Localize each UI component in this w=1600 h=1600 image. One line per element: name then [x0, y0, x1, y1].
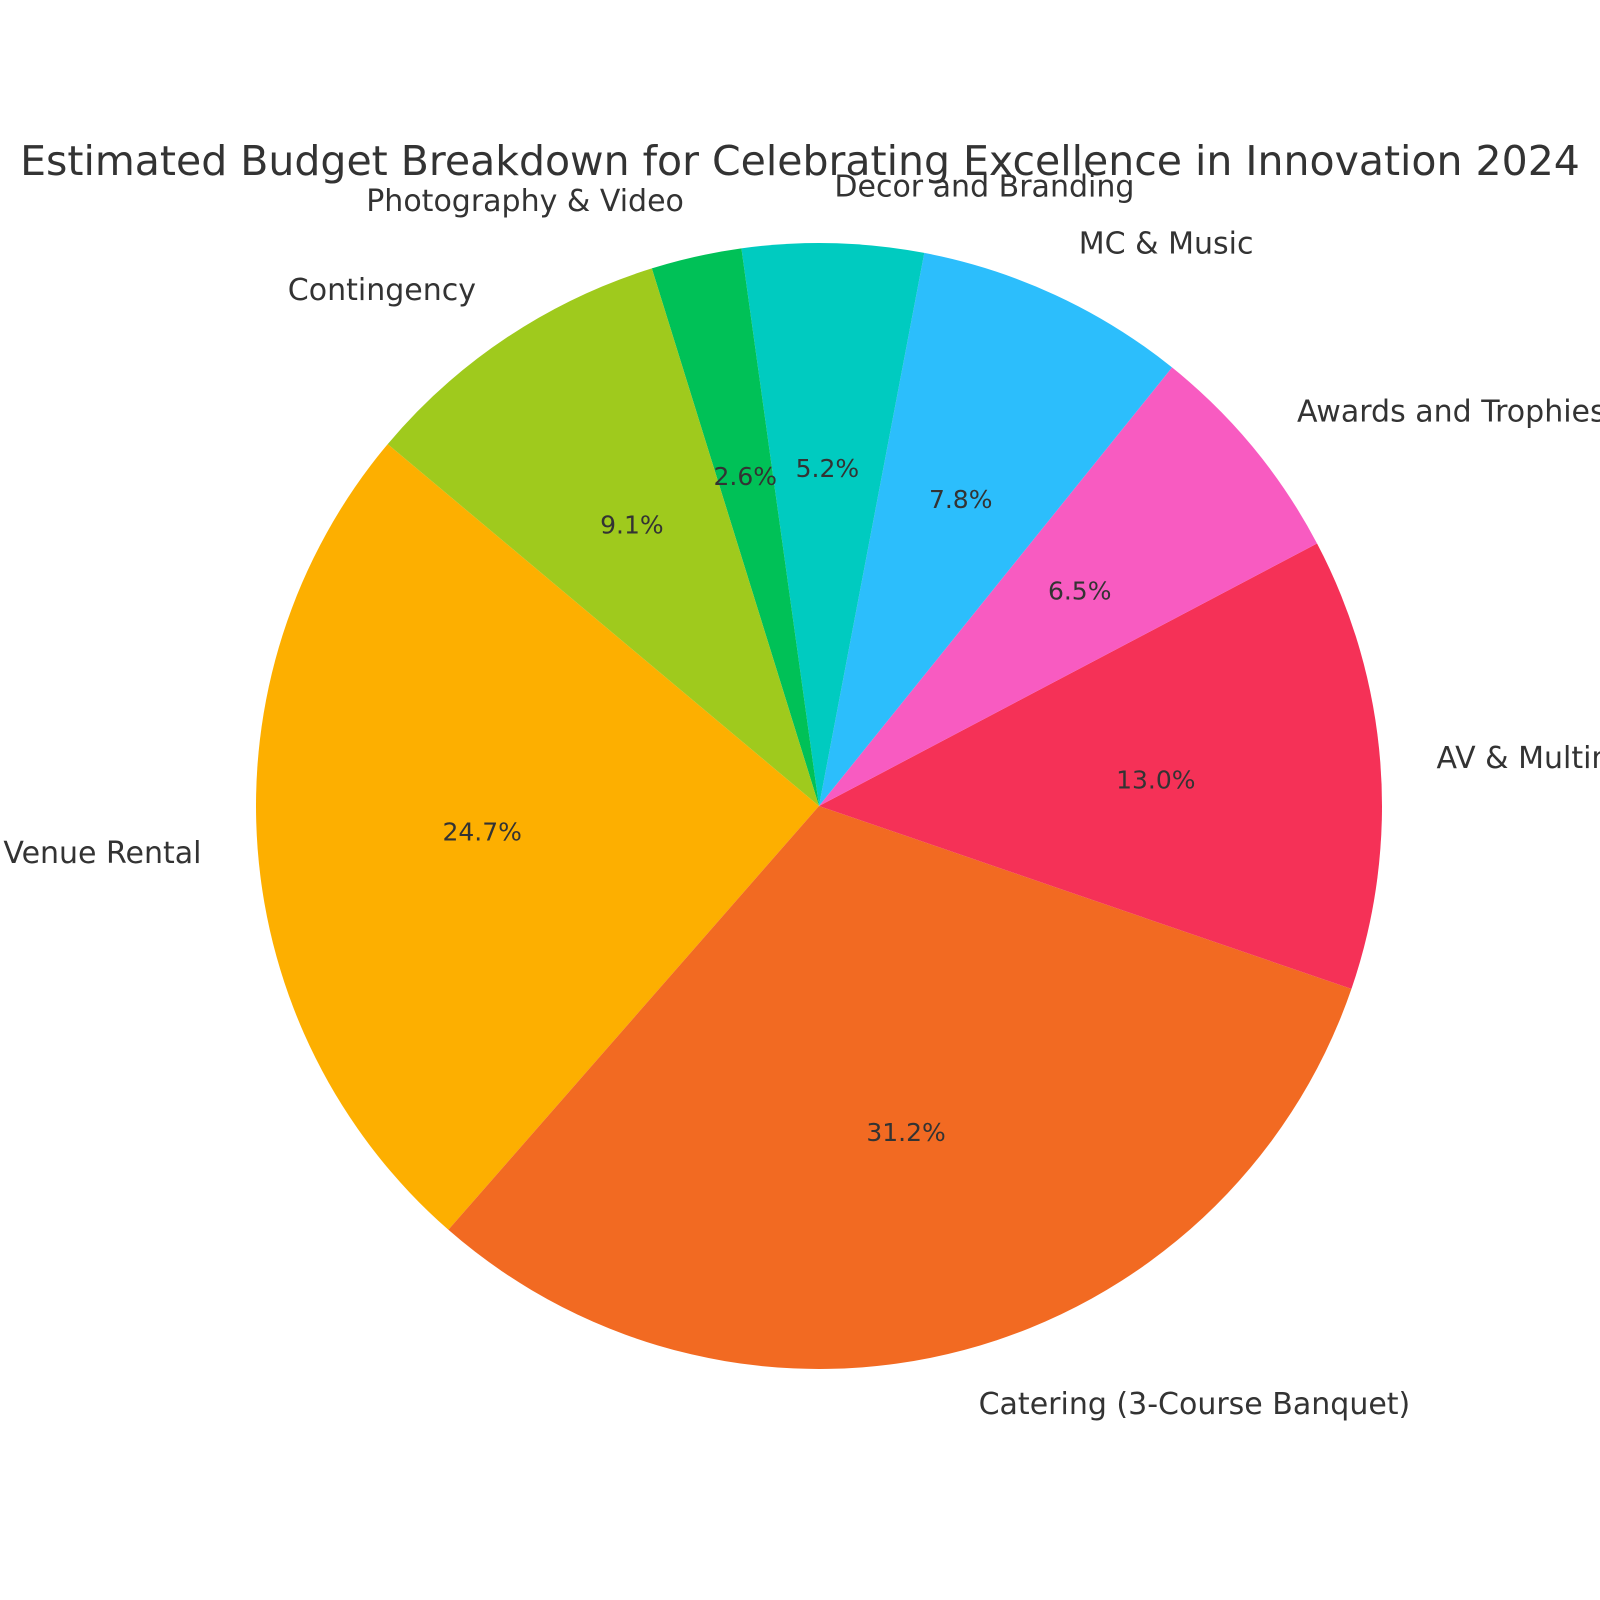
pie-slice-awards-and-trophies [819, 367, 1318, 806]
pie-slice-mc-music [819, 252, 1173, 806]
pie-slice-av-multimedia [819, 543, 1382, 989]
percent-label-decor-and-branding: 5.2% [796, 454, 860, 483]
chart-title: Estimated Budget Breakdown for Celebrati… [20, 137, 1580, 185]
category-label-contingency: Contingency [288, 273, 476, 308]
category-label-venue-rental: Venue Rental [3, 836, 201, 871]
percent-label-contingency: 9.1% [600, 510, 664, 539]
pie-slice-venue-rental [256, 444, 819, 1230]
category-labels: Venue Rental Catering (3-Course Banquet) A… [3, 169, 1600, 1422]
category-label-catering-3-course-banquet: Catering (3-Course Banquet) [979, 1387, 1411, 1422]
pie-slice-catering-3-course-banquet [448, 806, 1352, 1369]
percent-label-venue-rental: 24.7% [442, 818, 521, 847]
pie-slice-photography-video [651, 248, 819, 806]
percent-label-awards-and-trophies: 6.5% [1048, 577, 1112, 606]
pie-slice-contingency [387, 268, 819, 806]
category-label-decor-and-branding: Decor and Branding [834, 169, 1134, 204]
category-label-awards-and-trophies: Awards and Trophies [1297, 395, 1600, 430]
percent-label-av-multimedia: 13.0% [1116, 766, 1195, 795]
category-label-mc-music: MC & Music [1079, 226, 1254, 261]
percent-label-mc-music: 7.8% [929, 485, 993, 514]
category-label-photography-video: Photography & Video [366, 184, 684, 219]
category-label-av-multimedia: AV & Multimedia [1437, 741, 1600, 776]
percent-label-photography-video: 2.6% [714, 462, 778, 491]
pie-slice-decor-and-branding [741, 242, 925, 806]
percent-label-catering-3-course-banquet: 31.2% [866, 1118, 945, 1147]
percent-labels: 24.7% 31.2% 13.0% 6.5% 7.8% 5.2% 2.6% 9.1% [442, 454, 1195, 1147]
pie-slices [256, 242, 1382, 1369]
